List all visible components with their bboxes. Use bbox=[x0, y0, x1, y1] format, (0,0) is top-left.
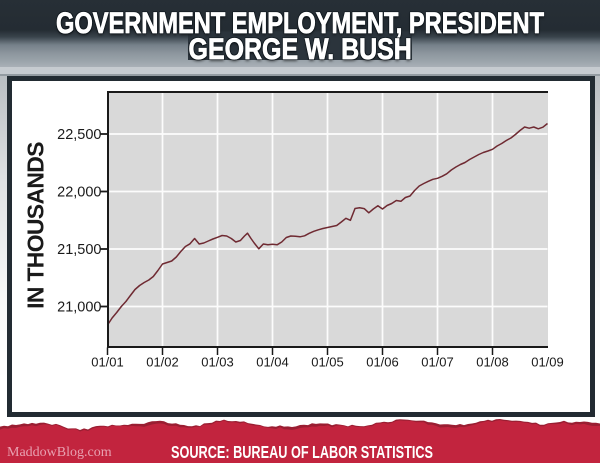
svg-text:01/06: 01/06 bbox=[366, 355, 399, 370]
svg-text:01/07: 01/07 bbox=[421, 355, 454, 370]
svg-text:22,500: 22,500 bbox=[57, 127, 101, 143]
svg-text:01/01: 01/01 bbox=[91, 355, 124, 370]
svg-text:MaddowBlog.com: MaddowBlog.com bbox=[7, 445, 112, 460]
svg-text:01/04: 01/04 bbox=[256, 355, 289, 370]
svg-text:21,000: 21,000 bbox=[57, 300, 101, 316]
svg-text:01/03: 01/03 bbox=[201, 355, 234, 370]
svg-text:01/02: 01/02 bbox=[146, 355, 179, 370]
svg-text:01/09: 01/09 bbox=[531, 355, 564, 370]
svg-text:SOURCE: BUREAU OF LABOR STATIS: SOURCE: BUREAU OF LABOR STATISTICS bbox=[171, 442, 433, 462]
svg-text:22,000: 22,000 bbox=[57, 185, 101, 201]
svg-text:21,500: 21,500 bbox=[57, 242, 101, 258]
svg-text:01/08: 01/08 bbox=[476, 355, 509, 370]
svg-text:01/05: 01/05 bbox=[311, 355, 344, 370]
